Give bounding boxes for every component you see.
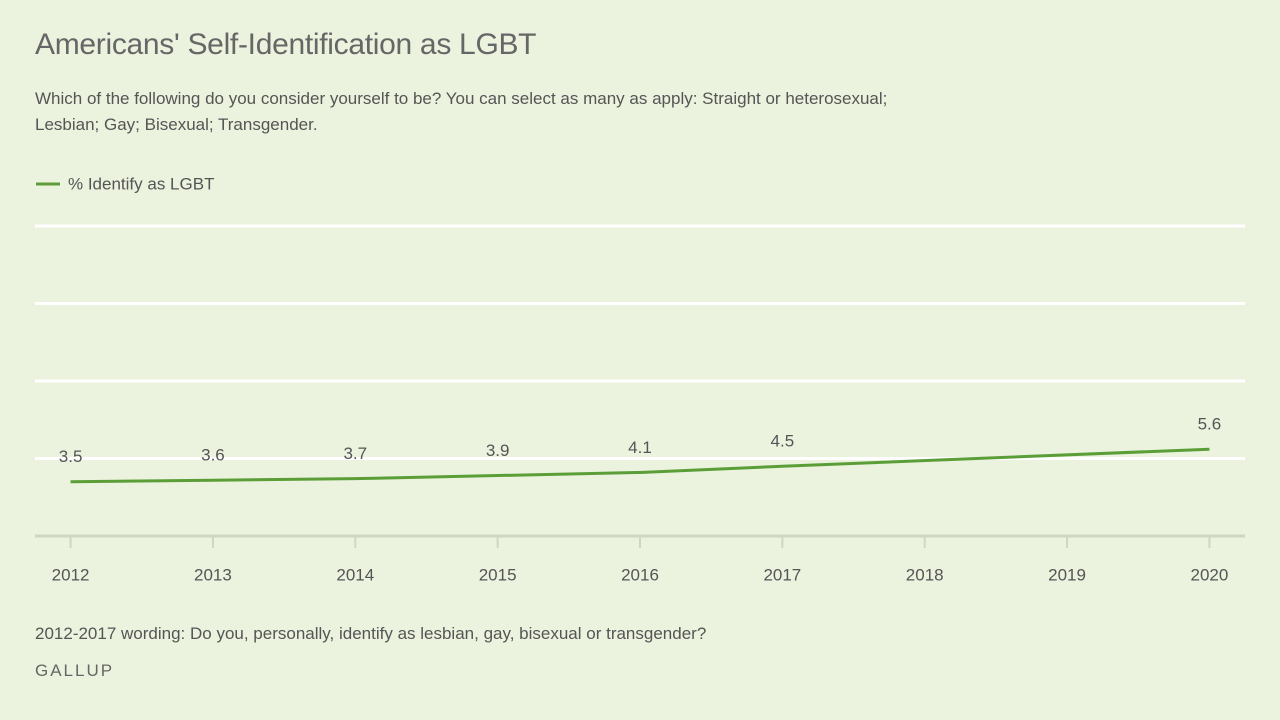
x-tick-label: 2019 [1048, 565, 1086, 584]
x-tick-label: 2014 [336, 565, 374, 584]
data-line [70, 447, 1210, 484]
x-tick-label: 2016 [621, 565, 659, 584]
data-label: 3.5 [59, 447, 83, 466]
data-label: 3.9 [486, 441, 510, 460]
x-tick-label: 2017 [763, 565, 801, 584]
x-tick-label: 2012 [52, 565, 90, 584]
data-label: 4.1 [628, 438, 652, 457]
x-tick-label: 2013 [194, 565, 232, 584]
data-label: 3.6 [201, 446, 225, 465]
data-label: 5.6 [1198, 415, 1222, 434]
data-label: 3.7 [343, 444, 367, 463]
x-tick-label: 2018 [906, 565, 944, 584]
source: GALLUP [35, 661, 115, 680]
legend-label: % Identify as LGBT [68, 174, 214, 193]
data-label: 4.5 [771, 432, 795, 451]
chart-subtitle: Which of the following do you consider y… [35, 89, 888, 134]
x-tick-label: 2020 [1190, 565, 1228, 584]
x-tick-label: 2015 [479, 565, 517, 584]
chart-title: Americans' Self-Identification as LGBT [35, 28, 537, 61]
footnote: 2012-2017 wording: Do you, personally, i… [35, 624, 707, 643]
